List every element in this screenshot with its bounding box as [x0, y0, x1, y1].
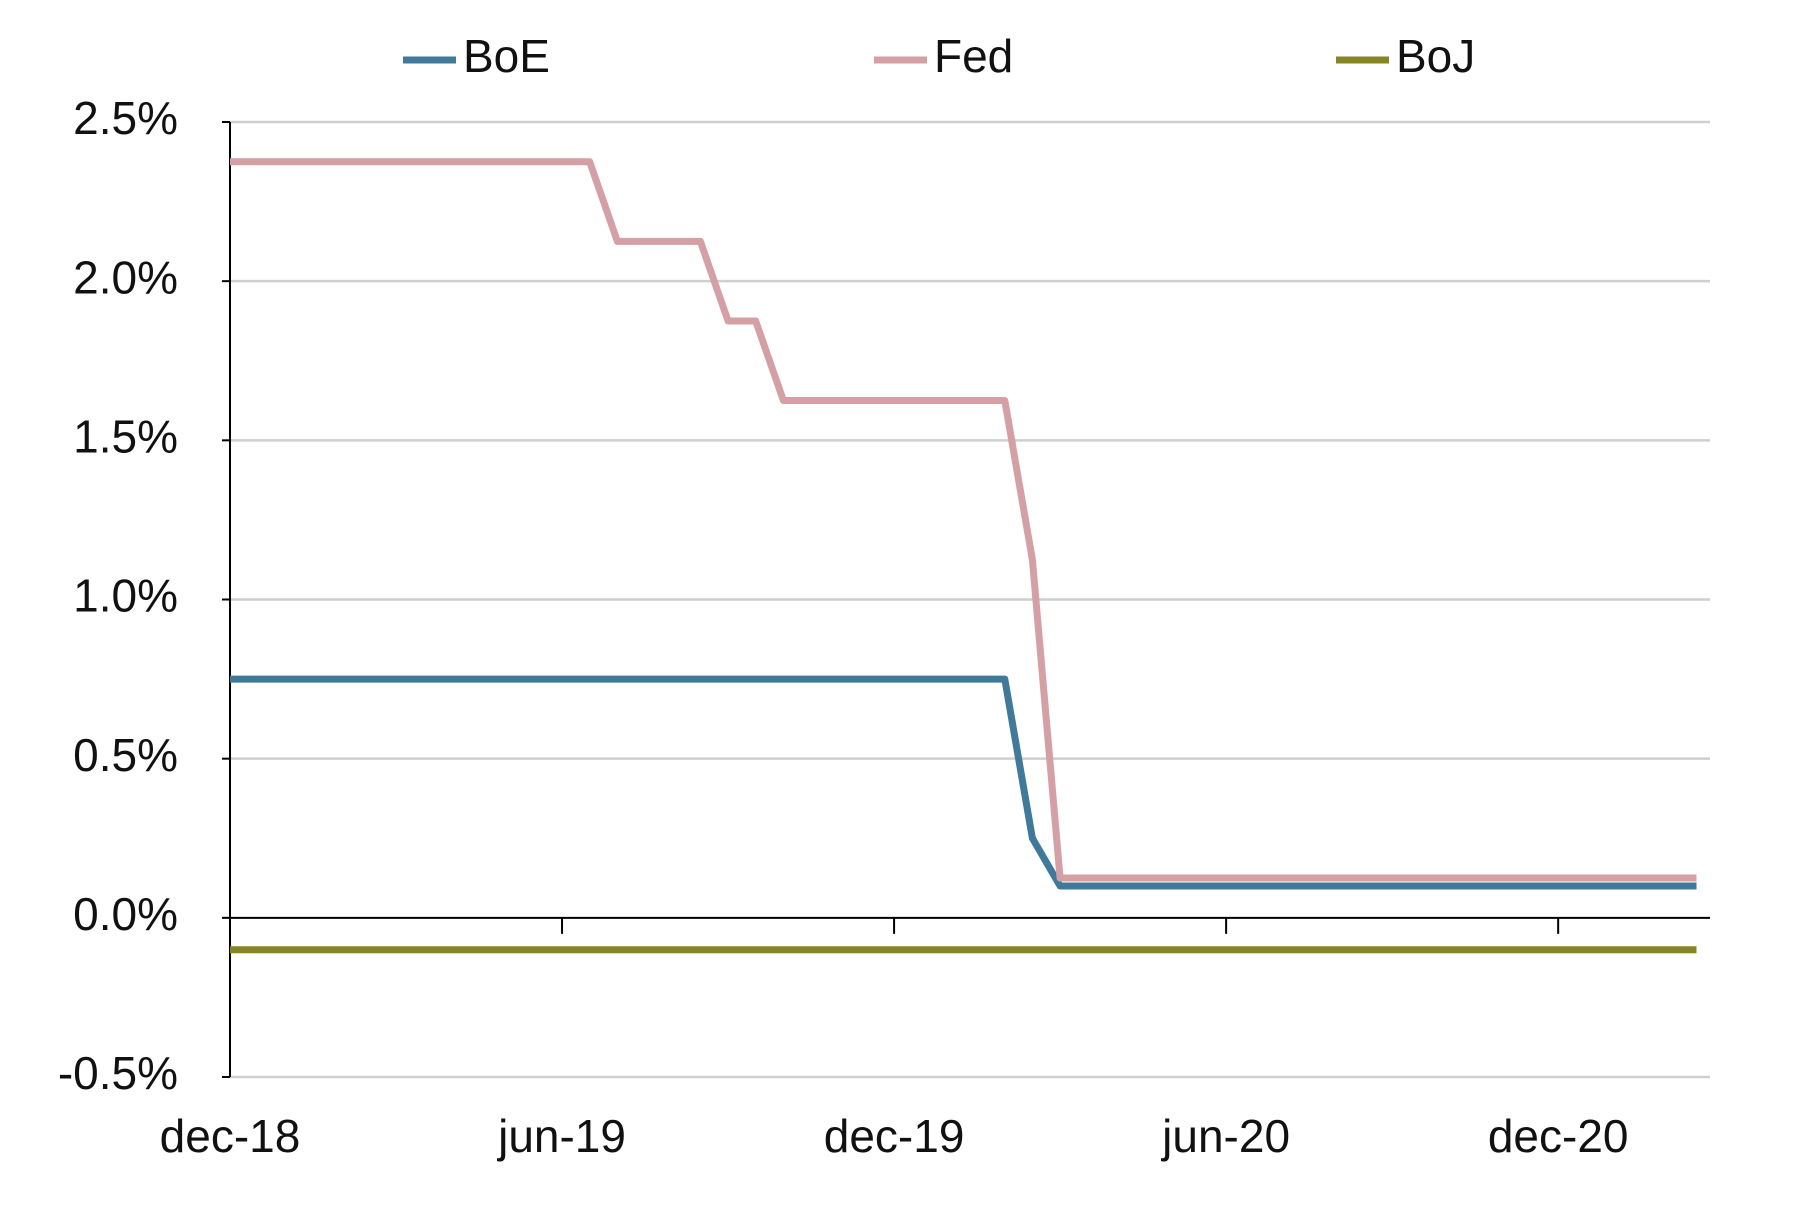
y-tick-label: 1.5%: [73, 410, 178, 462]
x-tick-label: jun-19: [496, 1110, 626, 1162]
legend-label: BoJ: [1396, 30, 1475, 82]
legend-label: Fed: [934, 30, 1013, 82]
y-tick-label: 0.5%: [73, 729, 178, 781]
series-line: [230, 675, 1697, 890]
x-tick-label: dec-18: [160, 1110, 301, 1162]
series-line: [230, 158, 1697, 882]
y-tick-label: 2.5%: [73, 92, 178, 144]
y-tick-label: 1.0%: [73, 570, 178, 622]
x-tick-label: dec-20: [1488, 1110, 1629, 1162]
legend-label: BoE: [463, 30, 550, 82]
y-tick-label: -0.5%: [58, 1047, 178, 1099]
y-tick-label: 0.0%: [73, 888, 178, 940]
x-tick-label: jun-20: [1160, 1110, 1290, 1162]
y-tick-label: 2.0%: [73, 251, 178, 303]
x-tick-label: dec-19: [824, 1110, 965, 1162]
